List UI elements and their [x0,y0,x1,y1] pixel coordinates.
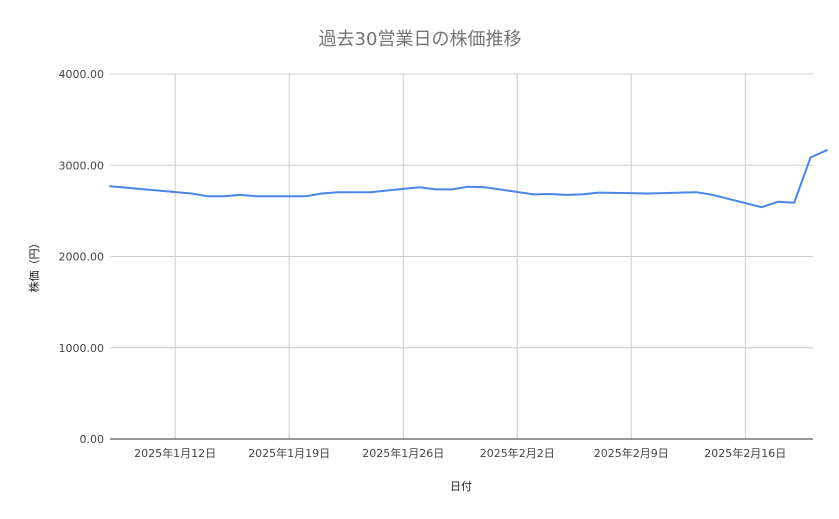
y-tick-label: 3000.00 [59,159,105,172]
y-tick-label: 4000.00 [59,68,105,81]
y-tick-label: 2000.00 [59,251,105,264]
x-tick-label: 2025年2月16日 [704,446,786,460]
x-tick-label: 2025年1月19日 [248,446,330,460]
x-tick-label: 2025年2月9日 [594,446,669,460]
series-line-0 [109,149,828,209]
y-axis-ticks: 0.00 1000.00 2000.00 3000.00 4000.00 [59,68,105,446]
y-tick-label: 0.00 [80,433,105,446]
x-tick-label: 2025年1月12日 [134,446,216,460]
x-tick-label: 2025年1月26日 [362,446,444,460]
x-axis-label: 日付 [450,480,472,493]
x-axis-ticks: 2025年1月12日 2025年1月19日 2025年1月26日 2025年2月2日 2… [134,446,786,460]
gridlines [110,73,813,440]
chart-title: 過去30営業日の株価推移 [319,29,522,50]
y-tick-label: 1000.00 [59,342,105,355]
y-axis-label: 株価（円） [27,238,41,293]
series-layer [109,149,828,209]
x-tick-label: 2025年2月2日 [480,446,555,460]
